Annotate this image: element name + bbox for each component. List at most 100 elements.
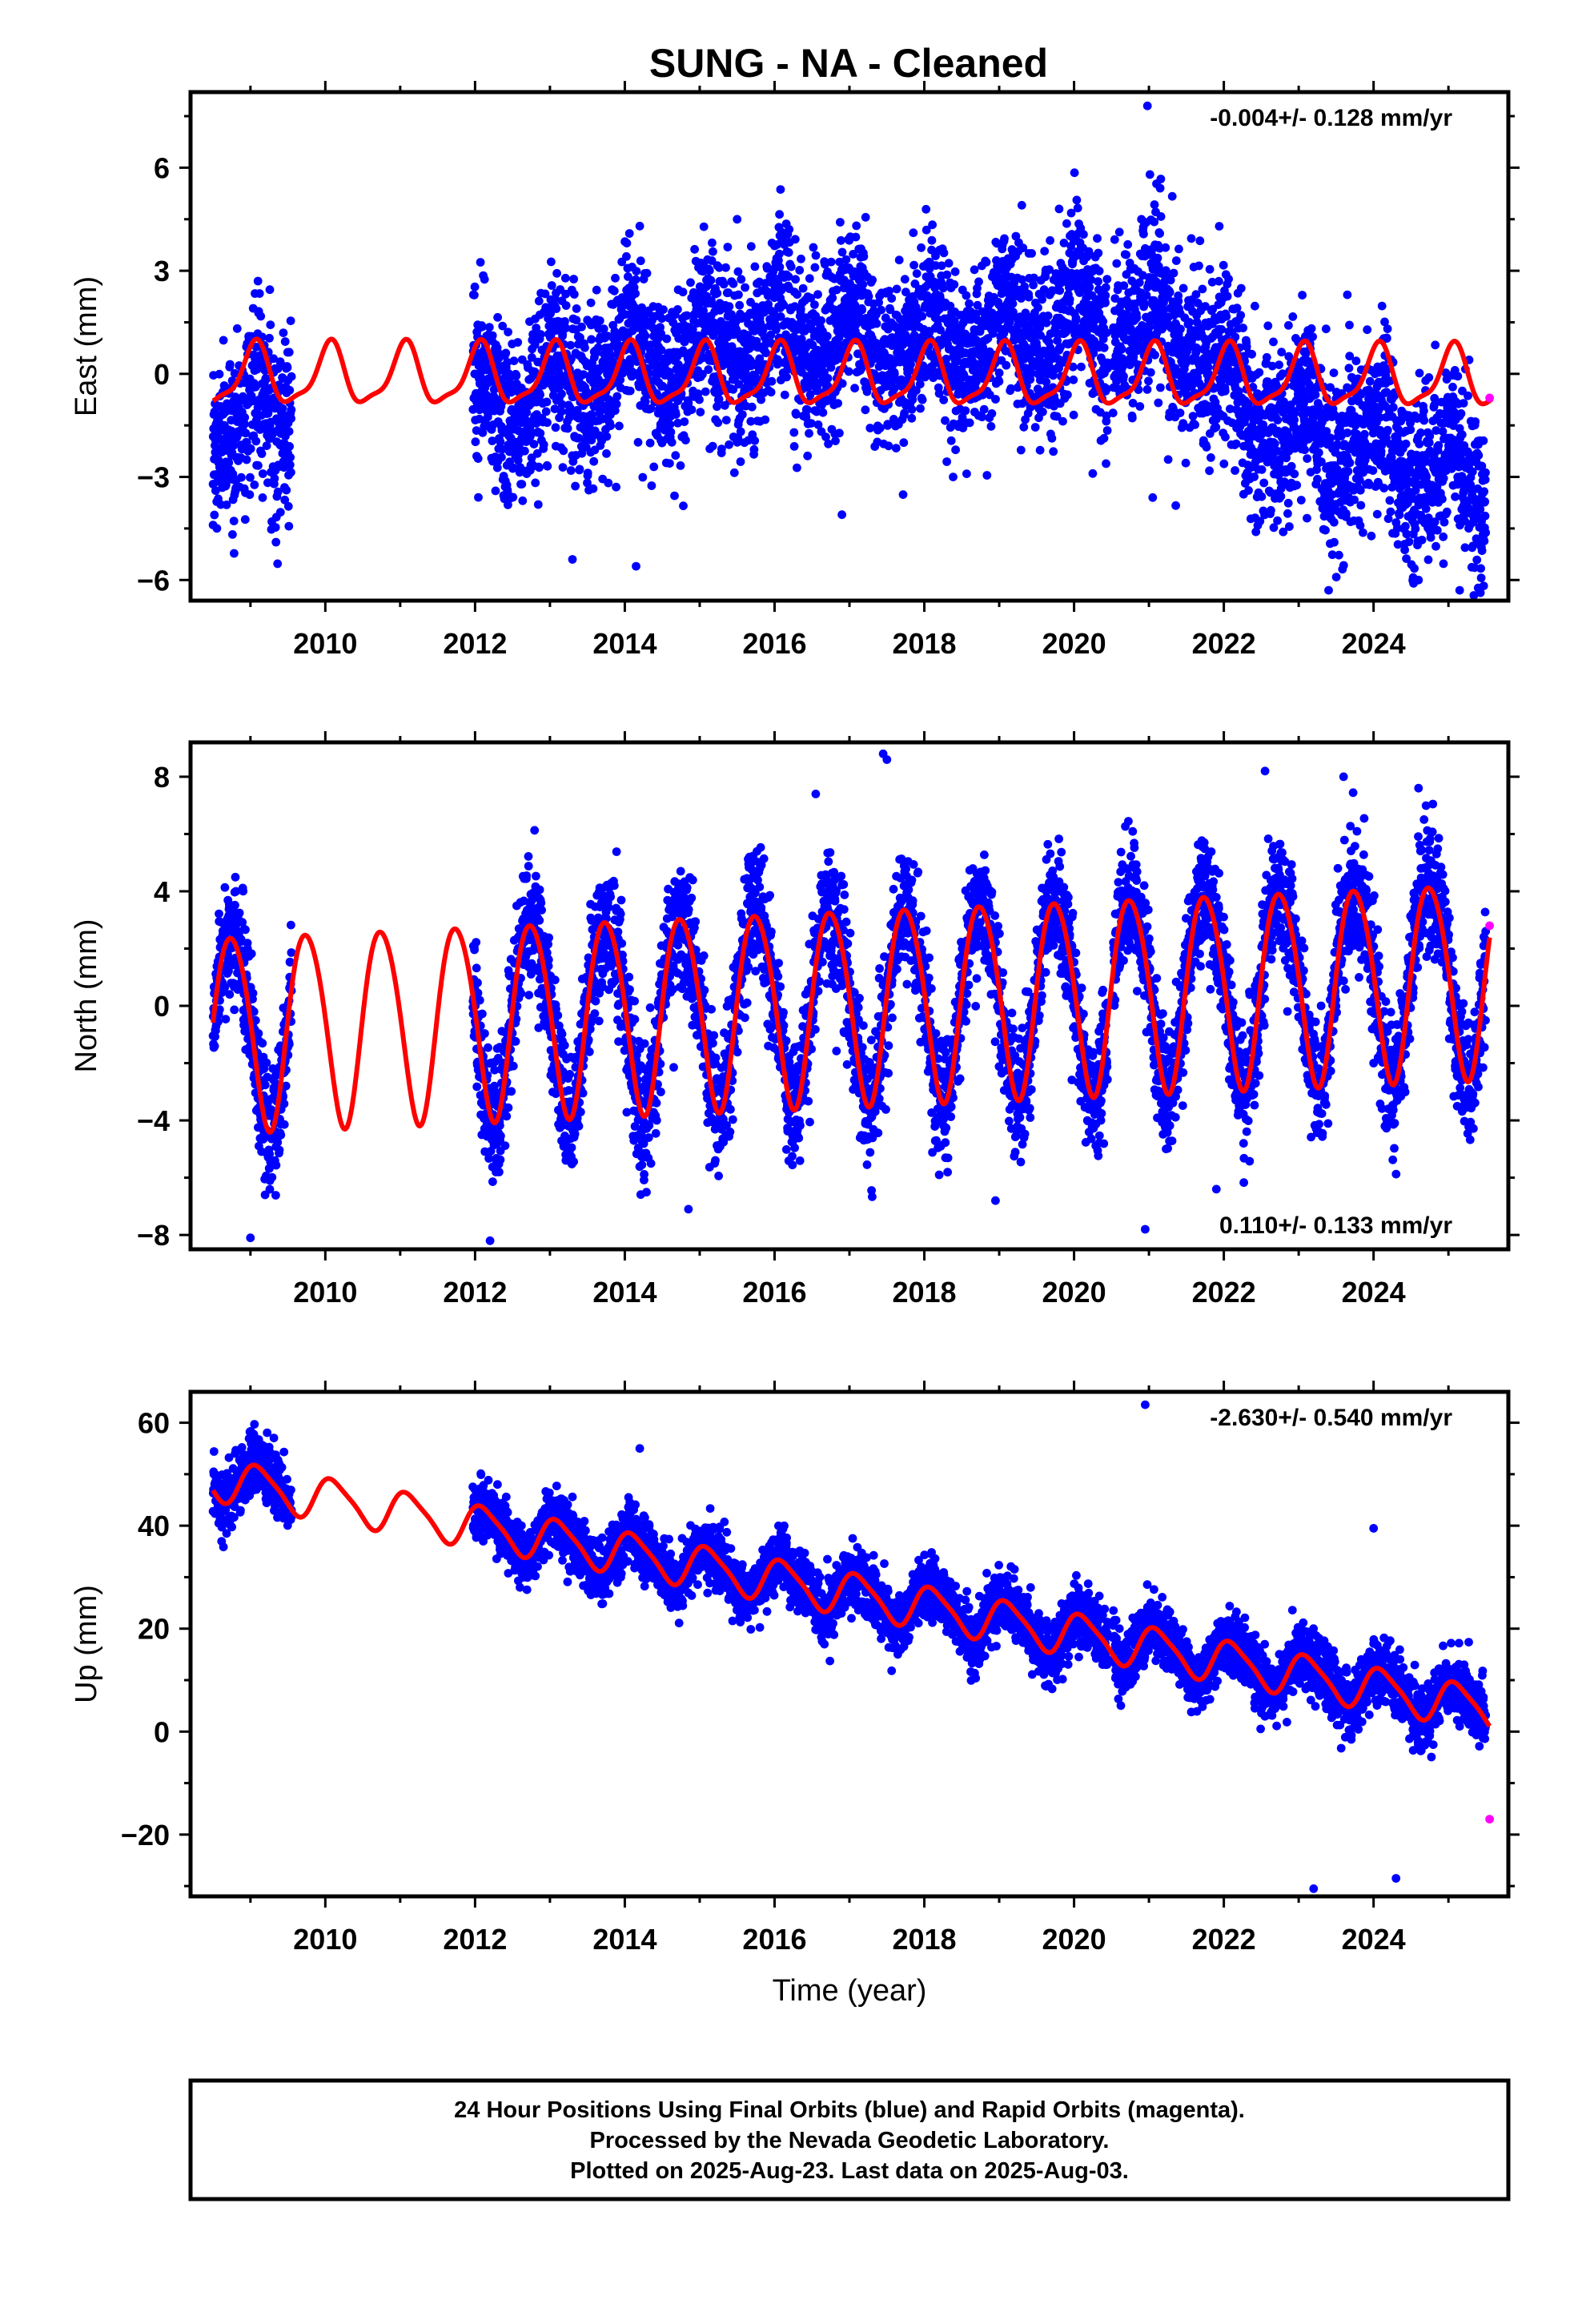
final-orbit-point [723,243,733,251]
final-orbit-point [928,220,937,230]
final-orbit-point [245,490,255,500]
final-orbit-point [478,322,487,332]
final-orbit-point [1161,243,1170,252]
final-orbit-point [1018,275,1026,284]
final-orbit-point [279,328,288,337]
final-orbit-point [1066,208,1076,218]
final-orbit-point [1277,348,1287,357]
final-orbit-point [1251,301,1259,311]
final-orbit-point [1195,236,1205,246]
final-orbit-point [973,300,982,310]
final-orbit-point [526,432,535,440]
final-orbit-point [547,257,556,267]
final-orbit-point [484,323,494,332]
final-orbit-point [727,342,737,352]
final-orbit-point [790,235,800,244]
final-orbit-point [509,463,518,472]
final-orbit-point [647,481,656,490]
final-orbit-point [1292,480,1302,490]
final-orbit-point [1195,261,1203,271]
final-orbit-point [734,290,743,300]
final-orbit-point [1101,291,1110,300]
final-orbit-point [533,500,543,509]
final-orbit-point [228,530,237,539]
final-orbit-point [491,486,500,496]
final-orbit-point [531,478,540,488]
final-orbit-point [285,442,294,451]
final-orbit-point [583,468,592,477]
final-orbit-point [1290,469,1299,479]
final-orbit-point [1303,454,1312,463]
final-orbit-point [917,395,927,404]
final-orbit-point [1360,429,1369,439]
final-orbit-point [978,412,986,422]
final-orbit-point [1211,423,1221,432]
final-orbit-point [1226,404,1235,413]
final-orbit-point [602,449,611,458]
final-orbit-point [944,259,954,268]
final-orbit-point [569,275,578,283]
final-orbit-point [560,317,569,326]
final-orbit-point [909,228,918,238]
final-orbit-point [263,478,272,488]
final-orbit-point [1283,498,1293,508]
final-orbit-point [1224,275,1233,283]
final-orbit-point [471,437,480,447]
final-orbit-point [776,185,785,195]
final-orbit-point [1207,277,1217,287]
final-orbit-point [215,369,224,379]
final-orbit-point [1332,464,1342,474]
final-orbit-point [1355,521,1365,530]
final-orbit-point [1284,320,1293,330]
final-orbit-point [1339,561,1348,570]
final-orbit-point [1040,247,1050,255]
final-orbit-point [1094,248,1103,258]
final-orbit-point [583,478,592,488]
final-orbit-point [656,329,665,338]
final-orbit-point [732,325,741,335]
final-orbit-point [1223,292,1232,301]
final-orbit-point [982,258,991,267]
final-orbit-point [1386,507,1395,517]
final-orbit-point [1416,428,1425,437]
final-orbit-point [1344,364,1354,373]
final-orbit-point [542,397,552,407]
final-orbit-point [1058,416,1067,426]
final-orbit-point [625,386,635,396]
final-orbit-point [1355,476,1364,485]
final-orbit-point [1122,250,1130,259]
final-orbit-point [1101,298,1110,308]
final-orbit-point [609,286,619,296]
final-orbit-point [792,410,801,419]
final-orbit-point [489,385,499,394]
final-orbit-point [951,445,960,455]
final-orbit-point [673,418,682,428]
final-orbit-point [876,424,885,432]
final-orbit-point [1102,426,1112,435]
final-orbit-point [776,312,785,321]
final-orbit-point [746,416,756,426]
final-orbit-point [962,291,971,300]
final-orbit-point [686,278,695,287]
final-orbit-point [1377,301,1387,311]
final-orbit-point [1380,317,1389,327]
final-orbit-point [1071,313,1081,323]
final-orbit-point [1257,465,1267,474]
final-orbit-point [638,472,648,482]
east-panel: 2010 2012 2014 2016 2018 2020 2022 2024−6−3036E… [70,81,1520,660]
final-orbit-point [1300,445,1309,455]
final-orbit-point [942,457,951,466]
final-orbit-point [640,331,650,340]
final-orbit-point [574,433,584,443]
final-orbit-point [698,370,707,379]
final-orbit-point [1036,331,1045,340]
final-orbit-point [793,463,801,472]
final-orbit-point [254,460,263,470]
final-orbit-point [789,428,799,437]
final-orbit-point [791,275,800,284]
final-orbit-point [817,316,825,325]
final-orbit-point [1287,461,1296,471]
final-orbit-point [541,407,551,416]
final-orbit-point [714,395,724,404]
final-orbit-point [615,421,624,431]
